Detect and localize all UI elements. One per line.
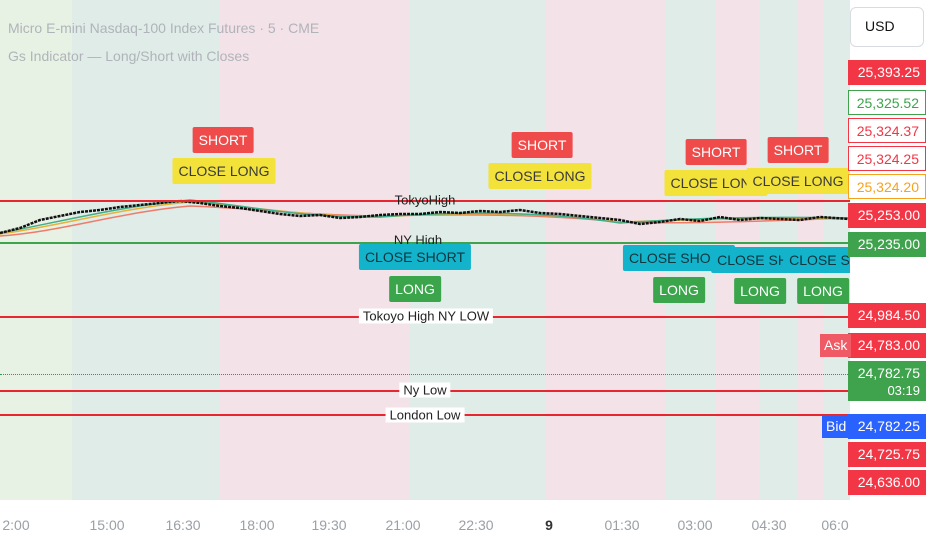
current-price-line: [0, 374, 850, 375]
price-label: 25,324.37: [848, 118, 926, 143]
time-tick: 15:00: [89, 517, 125, 533]
current-price-label: 24,782.75 03:19: [848, 361, 926, 401]
london-low-label: London Low: [385, 407, 465, 423]
short-signal: SHORT: [685, 139, 747, 165]
price-label: 25,393.25: [848, 60, 926, 85]
chart-area[interactable]: TokyoHigh NY High Tokoyo High NY LOW Ny …: [0, 0, 850, 500]
time-axis[interactable]: [0, 500, 850, 550]
ny-high-line: [0, 242, 850, 244]
close-long-signal: CLOSE LONG: [172, 158, 276, 184]
indicator-title: Gs Indicator — Long/Short with Closes: [8, 48, 250, 64]
session-band: [0, 0, 72, 500]
tokyo-high-label: TokyoHigh: [394, 192, 456, 208]
close-long-signal: CLOSE LONG: [746, 168, 850, 194]
price-label: 24,725.75: [848, 442, 926, 467]
time-tick: 16:30: [165, 517, 201, 533]
price-label: 24,783.00: [848, 333, 926, 358]
price-label: 25,235.00: [848, 232, 926, 257]
time-tick: 18:00: [239, 517, 275, 533]
time-tick-day: 9: [545, 517, 553, 533]
symbol-title: Micro E-mini Nasdaq-100 Index Futures · …: [8, 20, 320, 36]
time-tick: 2:00: [2, 517, 30, 533]
long-signal: LONG: [734, 278, 786, 304]
time-tick: 19:30: [311, 517, 347, 533]
long-signal: LONG: [653, 277, 705, 303]
short-signal: SHORT: [511, 132, 573, 158]
time-tick: 06:0: [821, 517, 849, 533]
ask-tag: Ask: [820, 334, 852, 357]
ny-high-label: NY High: [393, 232, 443, 248]
long-signal: LONG: [389, 276, 441, 302]
tokyo-high-ny-low-label: Tokoyo High NY LOW: [358, 308, 494, 324]
time-tick: 22:30: [458, 517, 494, 533]
ny-low-label: Ny Low: [399, 382, 451, 398]
time-tick: 01:30: [604, 517, 640, 533]
price-label: 24,984.50: [848, 303, 926, 328]
close-short-signal: CLOSE SHO: [783, 247, 850, 273]
bid-tag: Bid: [822, 415, 851, 438]
candles: [0, 199, 850, 235]
time-tick: 21:00: [385, 517, 421, 533]
close-long-signal: CLOSE LONG: [488, 163, 592, 189]
tokyo-high-line: [0, 200, 850, 202]
long-signal: LONG: [797, 278, 849, 304]
time-tick: 03:00: [677, 517, 713, 533]
close-short-signal: CLOSE SHORT: [358, 244, 472, 270]
price-series: [0, 199, 850, 237]
time-tick: 04:30: [751, 517, 787, 533]
current-price-value: 24,782.75: [857, 365, 920, 381]
short-signal: SHORT: [192, 127, 254, 153]
price-label: 25,253.00: [848, 203, 926, 228]
price-label: 25,324.20: [848, 174, 926, 199]
short-signal: SHORT: [767, 137, 829, 163]
price-label: 24,782.25: [848, 414, 926, 439]
currency-button[interactable]: USD: [850, 7, 924, 47]
price-label: 25,325.52: [848, 90, 926, 115]
price-label: 25,324.25: [848, 146, 926, 171]
bar-countdown: 03:19: [887, 383, 920, 398]
price-label: 24,636.00: [848, 470, 926, 495]
session-band: [72, 0, 220, 500]
